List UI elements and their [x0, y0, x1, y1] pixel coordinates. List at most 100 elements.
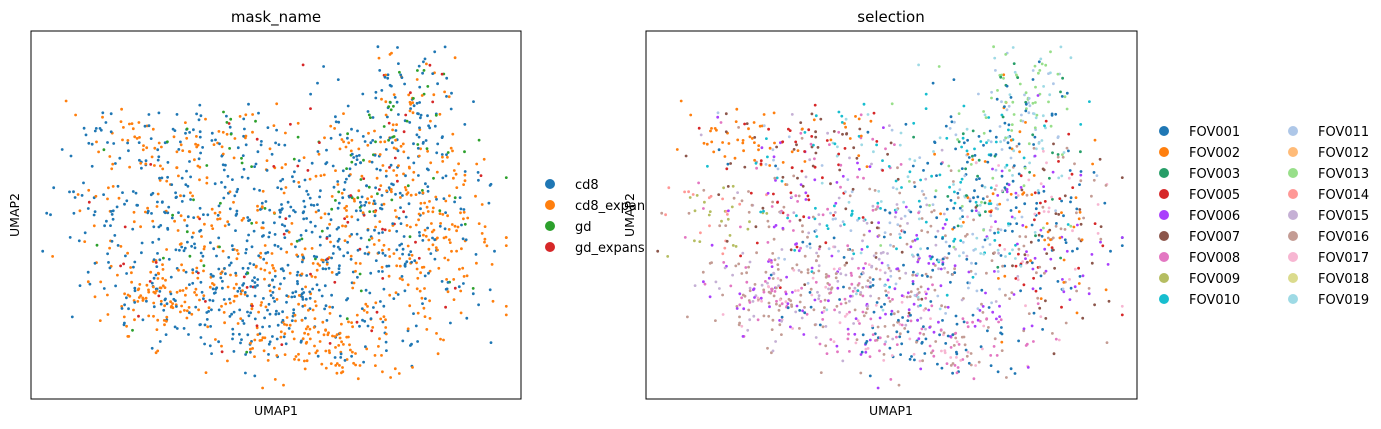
selection-point [1043, 200, 1047, 203]
selection-legend-marker [1159, 126, 1169, 136]
selection-point [814, 135, 818, 139]
selection-point [1087, 287, 1091, 290]
mask-name-point [185, 309, 189, 313]
selection-point [755, 166, 758, 170]
selection-point [794, 289, 797, 293]
selection-point [937, 65, 941, 68]
selection-point [966, 325, 970, 329]
mask-name-point [345, 167, 348, 171]
selection-point [924, 272, 928, 276]
selection-point [774, 179, 777, 182]
mask-name-point [430, 222, 433, 225]
mask-name-point [230, 312, 234, 316]
selection-point [1093, 303, 1096, 307]
mask-name-point [177, 211, 180, 215]
selection-point [1090, 194, 1093, 198]
selection-point [757, 148, 760, 152]
mask-name-point [335, 362, 339, 365]
mask-name-point [334, 364, 338, 367]
selection-point [697, 126, 701, 130]
selection-point [753, 283, 757, 286]
mask-name-point [329, 240, 332, 244]
mask-name-point [369, 271, 373, 275]
selection-point [996, 248, 1000, 252]
mask-name-point [441, 135, 444, 139]
selection-point [994, 220, 997, 224]
selection-point [829, 287, 833, 291]
mask-name-point [234, 214, 238, 217]
selection-point [740, 272, 744, 275]
selection-point [817, 213, 821, 217]
selection-point [878, 349, 881, 353]
mask-name-point [175, 113, 179, 116]
mask-name-point [450, 249, 453, 253]
mask-name-point [196, 215, 200, 219]
mask-name-point [138, 158, 141, 162]
selection-point [871, 284, 875, 287]
mask-name-point [151, 219, 155, 223]
selection-point [977, 211, 981, 215]
mask-name-point [179, 214, 183, 218]
mask-name-point [378, 337, 381, 341]
mask-name-point [280, 203, 283, 206]
selection-point [1003, 248, 1007, 251]
mask-name-point [421, 302, 424, 305]
selection-point [894, 282, 898, 286]
selection-point [1029, 240, 1033, 244]
mask-name-point [257, 310, 260, 314]
mask-name-point [316, 150, 320, 153]
selection-point [776, 263, 780, 266]
selection-point [894, 179, 898, 183]
selection-point [838, 267, 842, 270]
mask-name-point [333, 356, 337, 359]
mask-name-point [238, 308, 242, 312]
selection-point [853, 308, 857, 312]
selection-point [1041, 114, 1045, 118]
selection-point [847, 200, 851, 204]
selection-point [915, 340, 918, 344]
mask-name-point [295, 273, 299, 277]
selection-point [1058, 236, 1062, 240]
selection-point [864, 341, 868, 345]
selection-point [1027, 97, 1031, 100]
selection-point [941, 237, 944, 240]
selection-point [958, 188, 962, 192]
mask-name-point [302, 217, 306, 221]
selection-point [953, 190, 956, 194]
mask-name-point [366, 197, 369, 201]
mask-name-point [234, 229, 237, 233]
selection-point [743, 165, 747, 169]
selection-point [1082, 216, 1085, 220]
mask-name-point [183, 300, 187, 304]
selection-point [1000, 340, 1004, 344]
selection-point [900, 294, 904, 297]
mask-name-point [416, 69, 419, 72]
mask-name-point [313, 317, 317, 320]
mask-name-point [261, 325, 264, 329]
selection-point [770, 265, 774, 268]
mask-name-point [408, 109, 412, 113]
selection-point [871, 208, 875, 212]
mask-name-point [319, 189, 322, 193]
mask-name-point [363, 203, 366, 207]
selection-point [898, 224, 902, 228]
mask-name-point [106, 197, 109, 201]
selection-point [811, 276, 815, 280]
mask-name-point [129, 266, 133, 269]
selection-point [758, 124, 762, 128]
mask-name-point [349, 348, 352, 352]
selection-point [970, 261, 973, 265]
selection-point [865, 165, 869, 169]
mask-name-point [312, 204, 316, 207]
selection-point [907, 311, 911, 315]
selection-point [947, 164, 951, 168]
mask-name-point [419, 271, 422, 275]
selection-point [762, 209, 765, 213]
selection-point [900, 342, 904, 346]
mask-name-point [137, 287, 141, 291]
mask-name-point [181, 289, 185, 292]
selection-point [990, 301, 993, 305]
mask-name-point [350, 321, 353, 324]
selection-point [799, 246, 802, 250]
mask-name-point [424, 139, 428, 142]
